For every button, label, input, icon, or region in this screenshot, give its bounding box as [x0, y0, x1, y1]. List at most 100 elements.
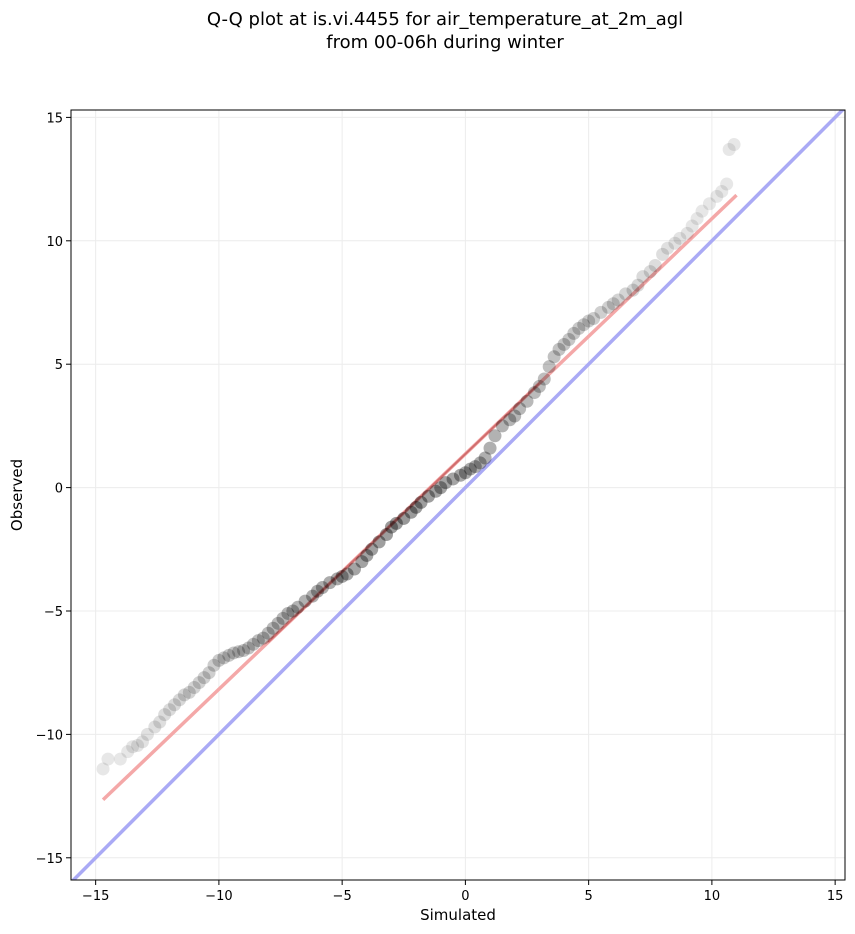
data-point — [335, 569, 349, 583]
data-point — [241, 641, 255, 655]
x-tick-label: 10 — [704, 889, 721, 904]
data-point — [567, 326, 581, 340]
y-tick-label: 10 — [46, 235, 63, 250]
data-point — [527, 386, 541, 400]
fit-line-dense-segment — [267, 382, 541, 643]
data-point — [720, 177, 734, 191]
data-point — [458, 466, 472, 480]
fit-line — [101, 193, 738, 802]
y-tick-label: −15 — [36, 852, 63, 867]
y-tick-label: 15 — [46, 111, 63, 126]
data-point — [182, 685, 196, 699]
data-point — [360, 548, 374, 562]
data-point — [488, 429, 502, 443]
y-tick-label: 5 — [55, 358, 63, 373]
data-point — [414, 495, 428, 509]
data-point — [281, 606, 295, 620]
data-point — [192, 676, 206, 690]
y-axis-label: Observed — [8, 459, 26, 531]
data-point — [537, 372, 551, 386]
data-point — [656, 247, 670, 261]
data-point — [212, 653, 226, 667]
x-tick-label: 5 — [585, 889, 593, 904]
data-point — [148, 720, 162, 734]
data-point — [594, 305, 608, 319]
data-point — [310, 584, 324, 598]
data-point — [121, 745, 135, 759]
data-point — [315, 581, 329, 595]
data-point — [168, 698, 182, 712]
data-point — [434, 481, 448, 495]
data-point — [131, 738, 145, 752]
data-point — [636, 270, 650, 284]
data-point — [503, 413, 517, 427]
x-tick-label: 0 — [461, 889, 469, 904]
data-point — [611, 293, 625, 307]
data-point — [187, 681, 201, 694]
data-point — [172, 693, 186, 707]
data-point — [96, 762, 110, 776]
data-point — [508, 409, 522, 423]
x-tick-label: −5 — [333, 889, 352, 904]
chart-title-line-1: Q-Q plot at is.vi.4455 for air_temperatu… — [207, 9, 683, 30]
data-point — [702, 197, 716, 211]
data-point — [483, 441, 497, 455]
data-point — [291, 600, 305, 614]
data-point — [251, 634, 265, 648]
data-point — [389, 516, 403, 530]
data-point — [601, 300, 615, 314]
x-axis-label: Simulated — [420, 906, 496, 924]
data-point — [232, 645, 246, 659]
data-point — [217, 651, 231, 665]
data-point — [222, 648, 236, 662]
y-tick-label: 0 — [55, 482, 63, 497]
data-point — [135, 735, 149, 749]
data-point — [227, 646, 241, 660]
identity-line — [71, 110, 845, 880]
data-point — [126, 740, 140, 754]
data-point — [177, 688, 191, 702]
data-point — [463, 462, 477, 476]
data-point — [661, 241, 675, 255]
data-point — [446, 472, 460, 486]
data-point — [384, 520, 398, 534]
data-point — [685, 219, 699, 233]
data-point — [673, 231, 687, 245]
data-point — [271, 616, 285, 630]
data-point — [648, 258, 662, 272]
data-point — [429, 484, 443, 498]
data-point — [380, 527, 394, 541]
data-point — [409, 500, 423, 514]
data-point — [365, 542, 379, 556]
data-point — [619, 287, 633, 301]
data-point — [695, 204, 709, 218]
chart-title-line-2: from 00-06h during winter — [326, 32, 564, 53]
data-point — [587, 312, 601, 326]
data-point — [572, 321, 586, 335]
data-point — [197, 671, 211, 685]
data-point — [163, 703, 177, 717]
data-point — [542, 360, 556, 374]
data-point — [355, 555, 369, 569]
data-point — [468, 460, 482, 474]
data-point — [101, 752, 115, 766]
y-tick-label: −10 — [36, 728, 63, 743]
x-tick-label: −10 — [205, 889, 232, 904]
data-point — [715, 184, 729, 198]
data-point — [266, 621, 280, 635]
data-point — [577, 318, 591, 332]
data-point — [520, 394, 534, 408]
data-point — [347, 562, 361, 576]
data-point — [478, 451, 492, 465]
x-tick-label: −15 — [82, 889, 109, 904]
data-point — [286, 604, 300, 618]
data-point — [323, 576, 337, 590]
data-point — [562, 333, 576, 347]
data-point — [727, 138, 741, 152]
data-point — [606, 297, 620, 311]
data-point — [439, 476, 453, 490]
data-point — [372, 535, 386, 549]
data-point — [340, 567, 354, 581]
